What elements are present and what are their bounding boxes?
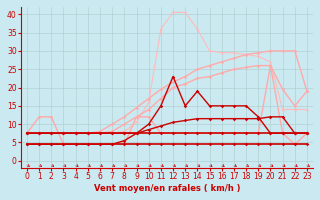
X-axis label: Vent moyen/en rafales ( km/h ): Vent moyen/en rafales ( km/h ) (94, 184, 240, 193)
